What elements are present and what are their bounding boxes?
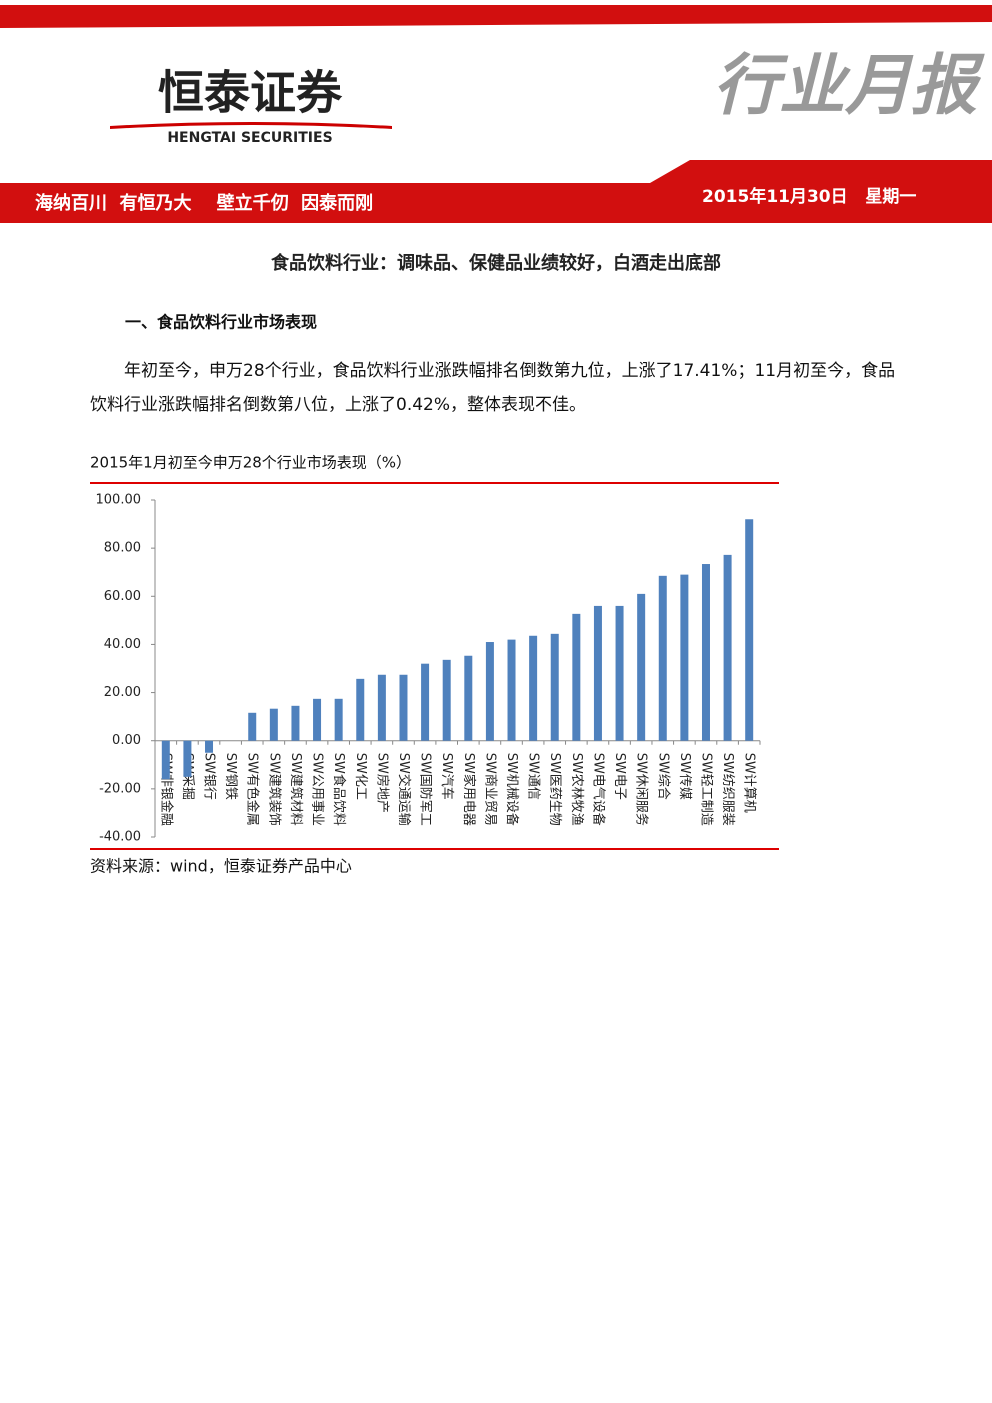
bar [377, 674, 386, 741]
bar [658, 575, 667, 741]
logo-swoosh [110, 122, 392, 129]
x-tick-label: SW纺织服装 [720, 753, 735, 826]
x-tick-label: SW公用事业 [310, 753, 325, 826]
bar [593, 605, 602, 741]
report-date: 2015年11月30日 星期一 [702, 186, 916, 207]
bar [572, 613, 581, 741]
x-tick-label: SW建筑装饰 [266, 753, 282, 826]
y-tick-label: 100.00 [96, 493, 142, 508]
x-tick-label: SW钢铁 [223, 753, 238, 800]
bar [464, 655, 473, 741]
body-paragraph: 年初至今，申万28个行业，食品饮料行业涨跌幅排名倒数第九位，上涨了17.41%；… [90, 361, 896, 415]
y-tick-label: 0.00 [112, 733, 141, 748]
section-heading: 一、食品饮料行业市场表现 [125, 313, 317, 332]
bar [680, 574, 689, 741]
x-tick-label: SW电气设备 [590, 753, 606, 826]
chart-title: 2015年1月初至今申万28个行业市场表现（%） [90, 454, 411, 472]
bar [723, 554, 732, 741]
x-tick-label: SW电子 [612, 753, 627, 800]
bar [442, 659, 451, 741]
bar [248, 712, 257, 741]
x-tick-label: SW轻工制造 [698, 753, 713, 826]
source-note: 资料来源：wind，恒泰证券产品中心 [90, 857, 352, 876]
x-tick-label: SW化工 [353, 753, 368, 800]
company-en: HENGTAI SECURITIES [167, 130, 332, 146]
report-type: 行业月报 [713, 47, 985, 124]
y-tick-label: 20.00 [104, 685, 141, 700]
x-tick-label: SW汽车 [439, 753, 455, 800]
x-tick-label: SW农林牧渔 [569, 753, 584, 826]
x-tick-label: SW综合 [655, 753, 670, 800]
x-tick-label: SW通信 [526, 753, 541, 800]
bar [183, 740, 192, 777]
bar [313, 698, 322, 741]
bar [637, 593, 646, 741]
bar [507, 639, 516, 741]
y-tick-label: -40.00 [99, 830, 141, 845]
bar [334, 698, 343, 741]
y-tick-label: 80.00 [104, 541, 141, 556]
bar [399, 674, 408, 741]
x-tick-label: SW家用电器 [461, 753, 477, 826]
y-tick-label: 40.00 [104, 637, 141, 652]
company-name: 恒泰证券 [158, 66, 343, 120]
x-tick-label: SW食品饮料 [331, 753, 347, 826]
bar [356, 678, 365, 741]
header-top-band [0, 5, 992, 28]
article-title: 食品饮料行业：调味品、保健品业绩较好，白酒走出底部 [270, 252, 721, 274]
x-tick-label: SW计算机 [742, 753, 757, 813]
x-tick-label: SW国防军工 [418, 753, 434, 826]
y-tick-label: -20.00 [99, 781, 141, 796]
bar [485, 642, 494, 741]
x-tick-label: SW交通运输 [396, 753, 412, 826]
x-tick-label: SW房地产 [374, 753, 390, 813]
x-tick-label: SW有色金属 [245, 753, 261, 826]
bar [701, 564, 710, 741]
x-tick-label: SW建筑材料 [288, 753, 304, 826]
x-tick-label: SW休闲服务 [634, 753, 650, 826]
header-bottom-band [0, 160, 992, 223]
bar [745, 519, 754, 741]
bar [161, 740, 170, 780]
x-tick-label: SW医药生物 [547, 753, 562, 826]
x-tick-label: SW银行 [202, 753, 217, 800]
bar [269, 708, 278, 741]
bar [205, 740, 214, 753]
bar [550, 633, 559, 741]
x-tick-label: SW传媒 [677, 753, 692, 800]
bar [615, 605, 624, 741]
bar [291, 705, 300, 741]
bar [421, 663, 430, 741]
x-tick-label: SW商业贸易 [482, 753, 497, 826]
bar [529, 635, 538, 741]
y-tick-label: 60.00 [104, 589, 141, 604]
slogan: 海纳百川 有恒乃大 壁立千仞 因泰而刚 [35, 192, 373, 214]
x-tick-label: SW机械设备 [504, 753, 520, 826]
